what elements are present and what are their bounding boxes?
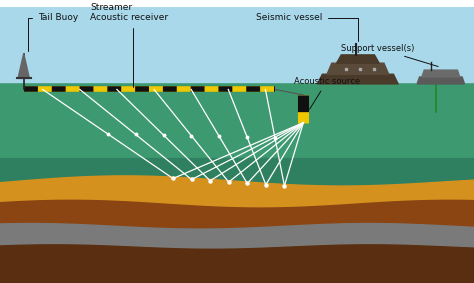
Text: Acoustic source: Acoustic source	[294, 77, 360, 109]
Polygon shape	[318, 74, 398, 84]
Polygon shape	[0, 245, 474, 283]
Polygon shape	[327, 63, 389, 74]
Polygon shape	[18, 53, 29, 78]
Polygon shape	[0, 176, 474, 208]
Polygon shape	[0, 200, 474, 229]
Text: Support vessel(s): Support vessel(s)	[341, 44, 438, 67]
Polygon shape	[0, 158, 474, 186]
Polygon shape	[0, 224, 474, 249]
Polygon shape	[0, 7, 474, 84]
Text: Streamer
Acoustic receiver: Streamer Acoustic receiver	[90, 3, 168, 87]
Text: Seismic vessel: Seismic vessel	[256, 13, 358, 41]
Polygon shape	[337, 55, 379, 63]
Text: Tail Buoy: Tail Buoy	[28, 13, 78, 51]
Polygon shape	[417, 77, 465, 84]
Polygon shape	[422, 70, 460, 77]
Polygon shape	[0, 84, 474, 186]
